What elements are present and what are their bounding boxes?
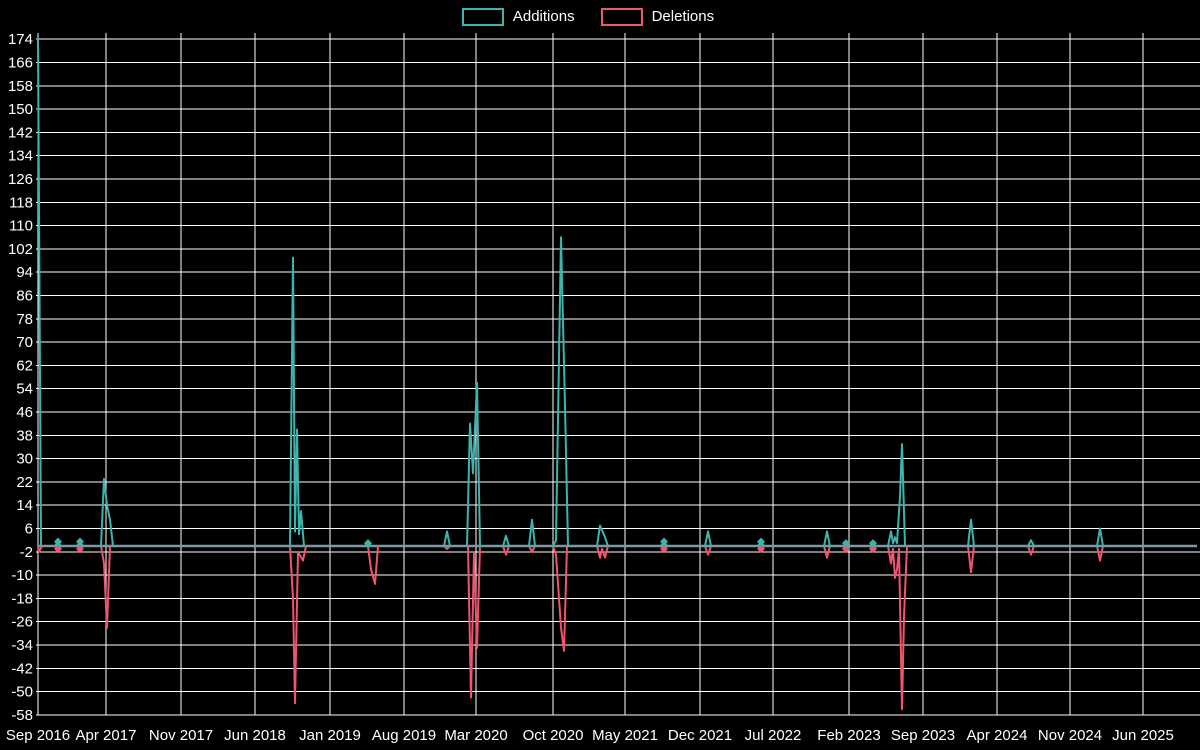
svg-text:46: 46	[16, 404, 33, 421]
svg-text:Jul 2022: Jul 2022	[745, 727, 802, 744]
svg-text:-34: -34	[11, 637, 33, 654]
additions-line	[37, 38, 1104, 547]
svg-text:Aug 2019: Aug 2019	[372, 727, 436, 744]
svg-text:Jun 2025: Jun 2025	[1112, 727, 1174, 744]
svg-text:Feb 2023: Feb 2023	[817, 727, 880, 744]
svg-text:102: 102	[8, 241, 33, 258]
svg-text:Dec 2021: Dec 2021	[668, 727, 732, 744]
svg-text:Apr 2017: Apr 2017	[76, 727, 137, 744]
svg-text:62: 62	[16, 357, 33, 374]
svg-text:Jan 2019: Jan 2019	[299, 727, 361, 744]
legend-deletions-label: Deletions	[651, 8, 715, 25]
svg-text:174: 174	[8, 31, 33, 48]
svg-text:Nov 2024: Nov 2024	[1038, 727, 1102, 744]
svg-text:38: 38	[16, 427, 33, 444]
svg-text:166: 166	[8, 55, 33, 72]
legend-item-additions[interactable]: Additions	[461, 8, 575, 26]
svg-text:110: 110	[9, 218, 33, 235]
svg-text:70: 70	[16, 334, 33, 351]
svg-text:14: 14	[16, 497, 33, 514]
svg-text:158: 158	[8, 78, 33, 95]
chart-legend: Additions Deletions	[0, 8, 1200, 26]
svg-text:Mar 2020: Mar 2020	[444, 727, 507, 744]
svg-text:May 2021: May 2021	[592, 727, 658, 744]
series-markers	[54, 544, 877, 553]
svg-text:Sep 2023: Sep 2023	[891, 727, 955, 744]
svg-text:54: 54	[16, 381, 33, 398]
x-axis-labels: Sep 2016 Apr 2017 Nov 2017 Jun 2018 Jan 2019…	[6, 727, 1174, 744]
svg-text:94: 94	[16, 264, 33, 281]
additions-swatch-icon	[461, 8, 504, 26]
svg-text:150: 150	[8, 101, 33, 118]
svg-text:6: 6	[25, 521, 33, 538]
legend-additions-label: Additions	[512, 8, 575, 25]
svg-text:Oct 2020: Oct 2020	[523, 727, 584, 744]
svg-text:-2: -2	[20, 544, 33, 561]
svg-text:-10: -10	[11, 567, 33, 584]
svg-text:22: 22	[16, 474, 33, 491]
svg-text:126: 126	[8, 171, 33, 188]
svg-text:Apr 2024: Apr 2024	[967, 727, 1028, 744]
svg-text:Nov 2017: Nov 2017	[149, 727, 213, 744]
series-markers	[54, 537, 877, 548]
deletions-swatch-icon	[600, 8, 643, 26]
svg-text:-58: -58	[11, 707, 33, 724]
y-gridlines	[36, 38, 1200, 716]
legend-item-deletions[interactable]: Deletions	[600, 8, 715, 26]
y-axis-labels: 1741661581501421341261181101029486787062…	[8, 31, 33, 724]
svg-text:30: 30	[16, 451, 33, 468]
svg-text:118: 118	[9, 194, 33, 211]
svg-text:-50: -50	[11, 684, 33, 701]
svg-text:142: 142	[8, 124, 33, 141]
svg-text:78: 78	[16, 311, 33, 328]
svg-text:-26: -26	[11, 614, 33, 631]
svg-text:-18: -18	[11, 590, 33, 607]
svg-text:134: 134	[8, 148, 33, 165]
svg-text:Jun 2018: Jun 2018	[224, 727, 286, 744]
svg-text:-42: -42	[11, 660, 33, 677]
deletions-line	[37, 545, 1104, 711]
svg-text:Sep 2016: Sep 2016	[6, 727, 70, 744]
x-gridlines	[37, 33, 1144, 715]
svg-text:86: 86	[16, 288, 33, 305]
